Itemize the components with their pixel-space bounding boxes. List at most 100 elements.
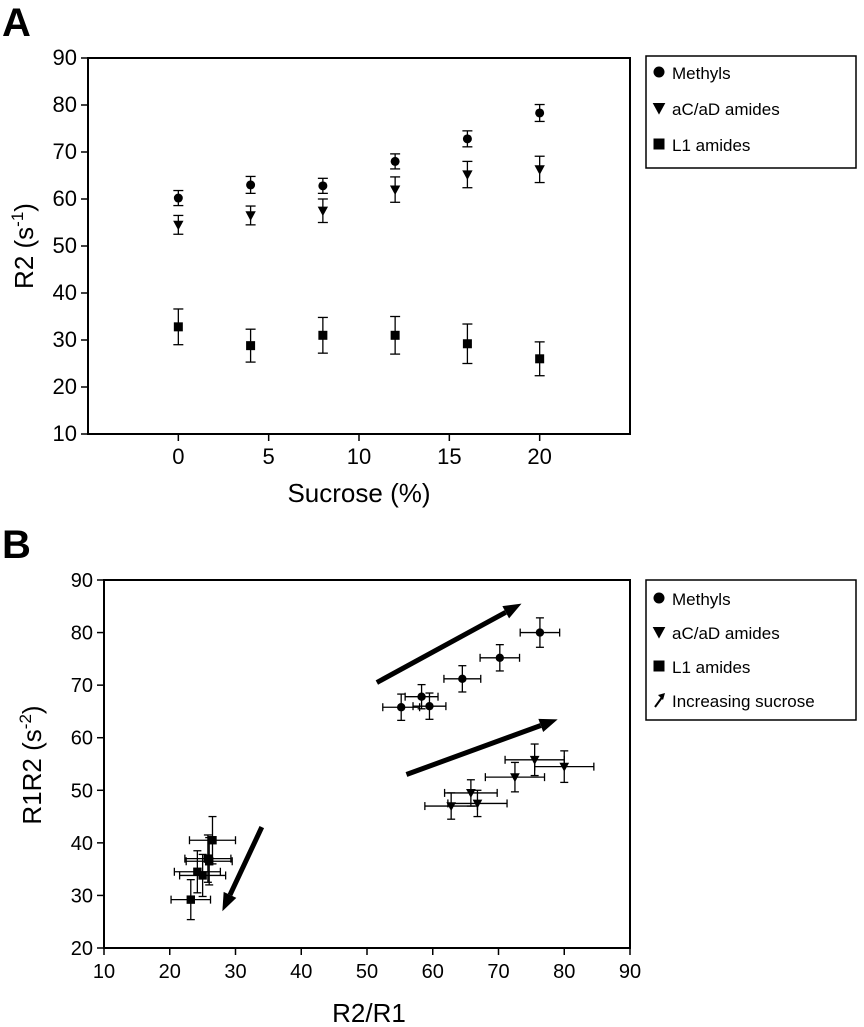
x-tick-label-b-50: 50 bbox=[356, 961, 378, 983]
legend-b-methyls-marker bbox=[653, 592, 665, 604]
point-a-methyls-3 bbox=[390, 153, 401, 170]
x-tick-label-b-20: 20 bbox=[159, 961, 181, 983]
point-a-l1-amides-3-marker bbox=[390, 330, 400, 340]
point-a-ac-ad-amides-1-marker bbox=[245, 211, 256, 221]
point-a-l1-amides-2-marker bbox=[318, 330, 328, 340]
point-a-l1-amides-0-marker bbox=[173, 322, 183, 332]
point-b-ac-ad-amides-4-marker bbox=[529, 755, 540, 765]
point-b-l1-amides-4 bbox=[185, 836, 233, 886]
y-axis-label-b-tail: ) bbox=[17, 705, 47, 714]
point-a-l1-amides-5 bbox=[534, 341, 545, 377]
point-b-methyls-1 bbox=[404, 683, 439, 710]
data-marks-a bbox=[173, 103, 545, 377]
legend-b-increasing-sucrose-label: Increasing sucrose bbox=[672, 692, 815, 711]
trend-arrow-0-shaft bbox=[375, 610, 507, 685]
legend-a-ac-ad-amides-marker bbox=[652, 102, 666, 115]
point-a-methyls-1 bbox=[245, 175, 256, 195]
panel-label-a: A bbox=[2, 1, 31, 45]
point-b-ac-ad-amides-2 bbox=[447, 789, 508, 818]
legend-a-l1-amides-label: L1 amides bbox=[672, 136, 750, 155]
point-a-methyls-2-marker bbox=[318, 181, 328, 191]
point-a-methyls-5 bbox=[534, 103, 545, 123]
legend-b-increasing-sucrose-marker-head bbox=[658, 693, 665, 700]
trend-arrow-0 bbox=[375, 603, 522, 685]
legend-b-methyls-label: Methyls bbox=[672, 590, 731, 609]
legend-b-ac-ad-amides-label: aC/aD amides bbox=[672, 624, 780, 643]
y-tick-label-a-80: 80 bbox=[53, 92, 77, 117]
trend-arrow-1-shaft bbox=[405, 723, 542, 777]
legend-b-l1-amides-marker bbox=[653, 660, 665, 672]
point-b-ac-ad-amides-4 bbox=[504, 743, 565, 777]
x-tick-label-b-30: 30 bbox=[224, 961, 246, 983]
plot-area-a bbox=[87, 57, 631, 435]
point-a-methyls-4 bbox=[462, 130, 473, 148]
point-b-methyls-1-marker bbox=[417, 692, 426, 701]
y-axis-label-a-sup: -1 bbox=[8, 212, 27, 227]
point-a-methyls-0 bbox=[173, 189, 184, 207]
point-a-methyls-4-marker bbox=[462, 134, 472, 144]
point-a-methyls-2 bbox=[317, 177, 328, 195]
x-axis-label-a: Sucrose (%) bbox=[287, 478, 430, 508]
y-tick-label-b-40: 40 bbox=[71, 833, 93, 855]
x-tick-label-a-15: 15 bbox=[437, 444, 461, 469]
point-a-ac-ad-amides-3-marker bbox=[389, 185, 401, 196]
legend-a bbox=[645, 55, 857, 169]
y-tick-label-a-90: 90 bbox=[53, 45, 77, 70]
x-axis-a: 0 5 10 15 20 bbox=[172, 434, 552, 469]
x-tick-label-b-70: 70 bbox=[487, 961, 509, 983]
y-tick-label-b-80: 80 bbox=[71, 623, 93, 645]
panel-a: A 10 20 30 40 50 60 70 80 90 0 5 10 15 20 Sucrose (%… bbox=[2, 1, 857, 508]
point-a-ac-ad-amides-3 bbox=[389, 176, 401, 203]
y-tick-label-a-10: 10 bbox=[53, 421, 77, 446]
trend-arrow-2-head bbox=[222, 891, 237, 912]
y-axis-label-b-sup: -2 bbox=[16, 714, 35, 729]
point-a-l1-amides-3 bbox=[390, 315, 401, 355]
point-a-l1-amides-0 bbox=[173, 308, 184, 346]
point-a-methyls-1-marker bbox=[246, 180, 256, 190]
point-a-ac-ad-amides-2-marker bbox=[317, 206, 329, 217]
point-b-ac-ad-amides-1 bbox=[443, 779, 498, 807]
point-a-l1-amides-4 bbox=[462, 323, 473, 365]
legend-a-l1-amides-marker bbox=[653, 138, 665, 150]
legend-b-increasing-sucrose-marker bbox=[654, 693, 665, 708]
y-tick-label-a-30: 30 bbox=[53, 327, 77, 352]
y-axis-label-a-main: R2 (s bbox=[9, 227, 39, 289]
y-tick-label-b-30: 30 bbox=[71, 885, 93, 907]
point-a-ac-ad-amides-0 bbox=[173, 214, 184, 235]
point-b-methyls-3 bbox=[443, 665, 482, 693]
y-tick-label-b-70: 70 bbox=[71, 675, 93, 697]
point-a-l1-amides-4-marker bbox=[462, 339, 472, 349]
point-a-methyls-3-marker bbox=[390, 156, 400, 166]
y-axis-b: 20 30 40 50 60 70 80 90 bbox=[71, 570, 104, 960]
point-a-l1-amides-2 bbox=[317, 316, 328, 354]
legend-b-l1-amides-label: L1 amides bbox=[672, 658, 750, 677]
plot-area-b bbox=[103, 579, 631, 949]
y-tick-label-b-60: 60 bbox=[71, 728, 93, 750]
legend-a-ac-ad-amides-label: aC/aD amides bbox=[672, 100, 780, 119]
point-b-methyls-4-marker bbox=[495, 653, 505, 663]
point-b-l1-amides-2-marker bbox=[198, 871, 207, 880]
point-b-ac-ad-amides-1-marker bbox=[466, 789, 476, 798]
x-tick-label-b-80: 80 bbox=[553, 961, 575, 983]
point-b-l1-amides-5-marker bbox=[208, 836, 217, 845]
x-tick-label-a-0: 0 bbox=[172, 444, 184, 469]
point-b-l1-amides-5 bbox=[188, 815, 237, 865]
point-b-methyls-0 bbox=[382, 693, 421, 722]
trend-arrow-1 bbox=[405, 718, 558, 777]
point-a-methyls-0-marker bbox=[173, 193, 183, 203]
trend-arrow-2 bbox=[222, 826, 265, 912]
y-tick-label-b-20: 20 bbox=[71, 938, 93, 960]
point-b-methyls-5-marker bbox=[535, 628, 545, 637]
point-b-ac-ad-amides-5-marker bbox=[559, 762, 570, 772]
y-axis-label-a-tail: ) bbox=[9, 203, 39, 212]
y-tick-label-a-60: 60 bbox=[53, 186, 77, 211]
point-a-ac-ad-amides-1 bbox=[245, 205, 256, 226]
y-tick-label-a-70: 70 bbox=[53, 139, 77, 164]
y-axis-a: 10 20 30 40 50 60 70 80 90 bbox=[53, 45, 88, 446]
x-tick-label-b-60: 60 bbox=[422, 961, 444, 983]
trend-arrows-b bbox=[222, 603, 558, 912]
data-marks-b bbox=[170, 617, 595, 921]
trend-arrow-1-head bbox=[538, 718, 558, 733]
